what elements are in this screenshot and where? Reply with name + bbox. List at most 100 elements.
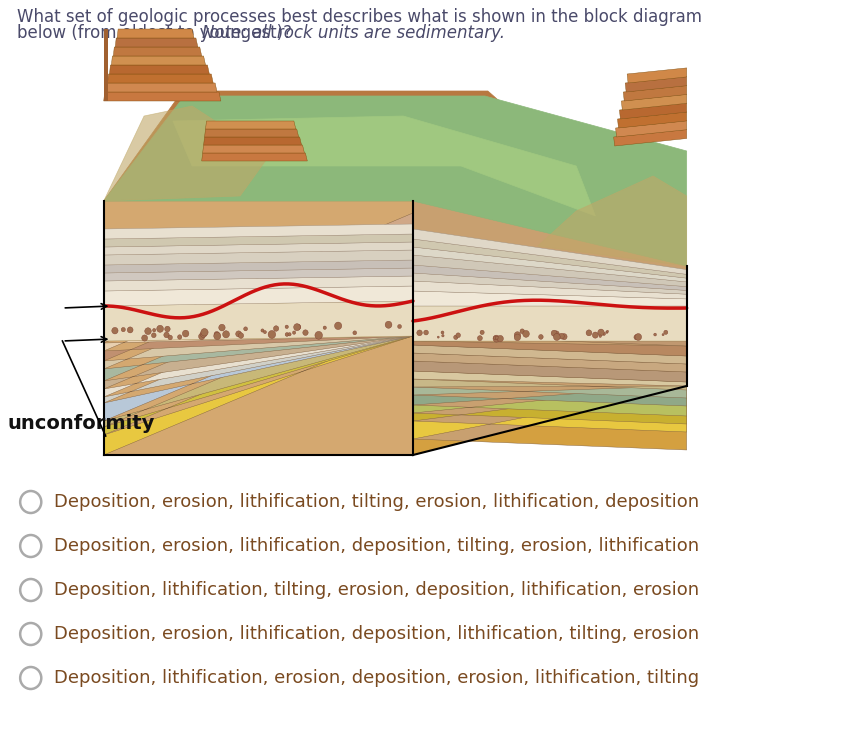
Circle shape (198, 333, 205, 339)
Circle shape (315, 331, 323, 339)
Polygon shape (413, 386, 686, 439)
Circle shape (598, 329, 604, 336)
Polygon shape (104, 83, 107, 92)
Polygon shape (104, 260, 413, 273)
Circle shape (441, 331, 444, 334)
Circle shape (662, 333, 664, 336)
Polygon shape (104, 301, 413, 341)
Circle shape (592, 332, 598, 338)
Polygon shape (104, 29, 107, 38)
Polygon shape (413, 335, 686, 346)
Polygon shape (104, 273, 413, 403)
Polygon shape (413, 273, 686, 294)
Circle shape (323, 326, 326, 330)
Circle shape (493, 335, 499, 342)
Text: Note: all rock units are sedimentary.: Note: all rock units are sedimentary. (202, 24, 505, 42)
Polygon shape (115, 38, 198, 47)
Circle shape (606, 331, 608, 333)
Circle shape (214, 331, 220, 337)
Polygon shape (104, 47, 107, 56)
Polygon shape (104, 56, 107, 65)
Circle shape (523, 330, 529, 337)
Polygon shape (106, 83, 217, 92)
Polygon shape (104, 250, 413, 265)
Polygon shape (104, 231, 413, 361)
Circle shape (168, 335, 172, 339)
Text: Deposition, erosion, lithification, tilting, erosion, lithification, deposition: Deposition, erosion, lithification, tilt… (54, 493, 699, 511)
Polygon shape (172, 116, 595, 216)
Circle shape (127, 327, 133, 333)
Circle shape (539, 334, 543, 339)
Polygon shape (202, 153, 307, 161)
Polygon shape (107, 74, 213, 83)
Circle shape (635, 333, 642, 340)
Circle shape (514, 332, 521, 339)
Circle shape (520, 329, 524, 333)
Circle shape (121, 327, 125, 332)
Polygon shape (104, 91, 686, 455)
Circle shape (288, 333, 291, 336)
Polygon shape (118, 29, 194, 38)
Polygon shape (104, 267, 413, 397)
Circle shape (293, 324, 300, 330)
Polygon shape (104, 234, 413, 247)
Polygon shape (413, 201, 686, 455)
Circle shape (153, 328, 156, 332)
Text: unconformity: unconformity (8, 414, 155, 433)
Circle shape (417, 330, 422, 336)
Polygon shape (538, 176, 686, 266)
Circle shape (498, 336, 504, 342)
Circle shape (285, 325, 288, 329)
Polygon shape (104, 38, 107, 47)
Circle shape (222, 330, 229, 338)
Polygon shape (618, 112, 686, 128)
Polygon shape (112, 56, 206, 65)
Polygon shape (113, 47, 202, 56)
Polygon shape (104, 251, 413, 381)
Circle shape (664, 330, 668, 334)
Polygon shape (615, 121, 686, 137)
Circle shape (559, 333, 565, 339)
Text: Deposition, erosion, lithification, deposition, lithification, tilting, erosion: Deposition, erosion, lithification, depo… (54, 625, 699, 643)
Polygon shape (104, 297, 413, 427)
Circle shape (285, 333, 289, 336)
Polygon shape (413, 345, 686, 364)
Polygon shape (206, 121, 296, 129)
Polygon shape (104, 276, 413, 291)
Circle shape (296, 324, 301, 330)
Circle shape (274, 326, 279, 331)
Text: What set of geologic processes best describes what is shown in the block diagram: What set of geologic processes best desc… (17, 8, 703, 26)
Polygon shape (104, 259, 413, 389)
Circle shape (442, 334, 444, 337)
Polygon shape (110, 65, 209, 74)
Polygon shape (104, 291, 413, 421)
Polygon shape (413, 239, 686, 278)
Circle shape (477, 336, 482, 341)
Text: below (from oldest to youngest)?: below (from oldest to youngest)? (17, 24, 298, 42)
Circle shape (493, 336, 497, 339)
Polygon shape (413, 255, 686, 287)
Circle shape (456, 333, 461, 338)
Circle shape (157, 325, 164, 333)
Circle shape (586, 330, 592, 336)
Polygon shape (413, 265, 686, 290)
Circle shape (201, 329, 208, 336)
Polygon shape (413, 386, 686, 424)
Polygon shape (413, 281, 686, 299)
Polygon shape (104, 65, 107, 74)
Polygon shape (627, 68, 686, 83)
Polygon shape (202, 145, 305, 153)
Circle shape (219, 324, 225, 331)
Polygon shape (104, 96, 686, 266)
Polygon shape (413, 386, 686, 416)
Circle shape (152, 333, 156, 338)
Circle shape (335, 322, 341, 330)
Circle shape (293, 331, 296, 334)
Polygon shape (413, 247, 686, 282)
Polygon shape (104, 286, 413, 306)
Circle shape (142, 335, 148, 341)
Polygon shape (623, 85, 686, 101)
Circle shape (303, 330, 308, 336)
Polygon shape (413, 371, 686, 386)
Circle shape (112, 327, 118, 334)
